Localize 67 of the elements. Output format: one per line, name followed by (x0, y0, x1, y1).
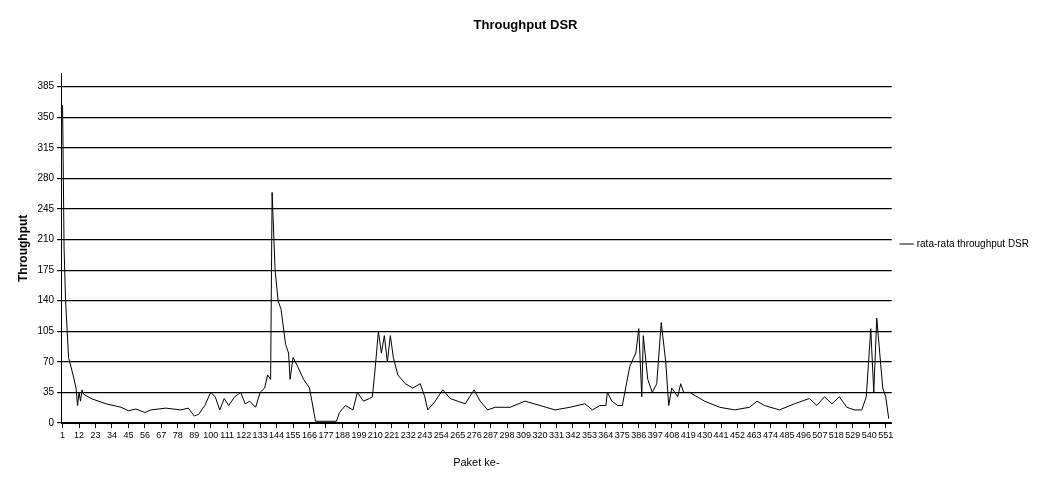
x-tick-label: 353 (581, 429, 597, 440)
x-tick-label: 177 (318, 429, 334, 440)
x-tick-label: 232 (400, 429, 416, 440)
x-tick-label: 276 (466, 429, 482, 440)
y-tick-label: 210 (37, 233, 55, 245)
y-tick-label: 35 (42, 386, 55, 398)
x-tick-label: 430 (697, 429, 713, 440)
x-tick-label: 287 (483, 429, 499, 440)
x-tick-label: 12 (74, 429, 85, 440)
x-tick-label: 331 (548, 429, 564, 440)
x-tick-label: 507 (812, 429, 828, 440)
y-tick-label: 140 (37, 294, 55, 306)
x-tick-label: 408 (664, 429, 680, 440)
x-tick-label: 496 (795, 429, 811, 440)
x-tick-label: 221 (384, 429, 400, 440)
x-tick-label: 540 (861, 429, 877, 440)
x-tick-label: 45 (123, 429, 134, 440)
x-tick-label: 529 (845, 429, 861, 440)
x-tick-label: 485 (779, 429, 795, 440)
x-tick-label: 419 (680, 429, 696, 440)
y-tick-label: 350 (37, 111, 55, 123)
x-tick-label: 452 (730, 429, 746, 440)
x-tick-label: 518 (828, 429, 844, 440)
x-tick-label: 342 (565, 429, 581, 440)
x-tick-label: 133 (252, 429, 268, 440)
y-tick-label: 0 (48, 416, 55, 428)
x-tick-label: 199 (351, 429, 367, 440)
x-tick-label: 254 (433, 429, 449, 440)
x-tick-label: 375 (614, 429, 630, 440)
y-tick-label: 175 (37, 263, 55, 275)
x-tick-label: 265 (450, 429, 466, 440)
x-tick-label: 463 (746, 429, 762, 440)
x-tick-label: 23 (90, 429, 101, 440)
x-tick-label: 155 (285, 429, 301, 440)
y-tick-label: 245 (37, 202, 55, 214)
x-tick-label: 364 (598, 429, 614, 440)
x-tick-label: 122 (236, 429, 252, 440)
x-tick-label: 243 (417, 429, 433, 440)
x-tick-label: 298 (499, 429, 515, 440)
x-tick-label: 144 (269, 429, 285, 440)
x-tick-label: 551 (878, 429, 894, 440)
x-tick-label: 474 (762, 429, 779, 440)
x-tick-label: 111 (220, 429, 235, 440)
x-tick-label: 188 (334, 429, 350, 440)
x-tick-label: 56 (139, 429, 150, 440)
legend-label: rata-rata throughput DSR (916, 237, 1029, 249)
x-axis-title: Paket ke- (453, 456, 500, 469)
y-tick-label: 280 (37, 172, 55, 184)
x-tick-label: 89 (189, 429, 200, 440)
x-tick-label: 1 (60, 429, 66, 440)
x-tick-label: 78 (172, 429, 183, 440)
x-tick-label: 100 (203, 429, 219, 440)
x-tick-label: 386 (631, 429, 647, 440)
y-tick-label: 105 (37, 325, 55, 337)
x-tick-label: 34 (106, 429, 117, 440)
y-tick-label: 385 (37, 80, 55, 92)
chart-title: Throughput DSR (473, 17, 579, 33)
x-tick-label: 166 (302, 429, 318, 440)
y-tick-label: 315 (37, 141, 55, 153)
x-tick-label: 441 (713, 429, 729, 440)
y-tick-label: 70 (42, 355, 55, 367)
x-tick-label: 67 (156, 429, 167, 440)
x-tick-label: 320 (532, 429, 548, 440)
x-tick-label: 309 (516, 429, 532, 440)
x-tick-label: 210 (367, 429, 383, 440)
y-axis-title: Throughput (15, 214, 30, 282)
x-tick-label: 397 (647, 429, 663, 440)
